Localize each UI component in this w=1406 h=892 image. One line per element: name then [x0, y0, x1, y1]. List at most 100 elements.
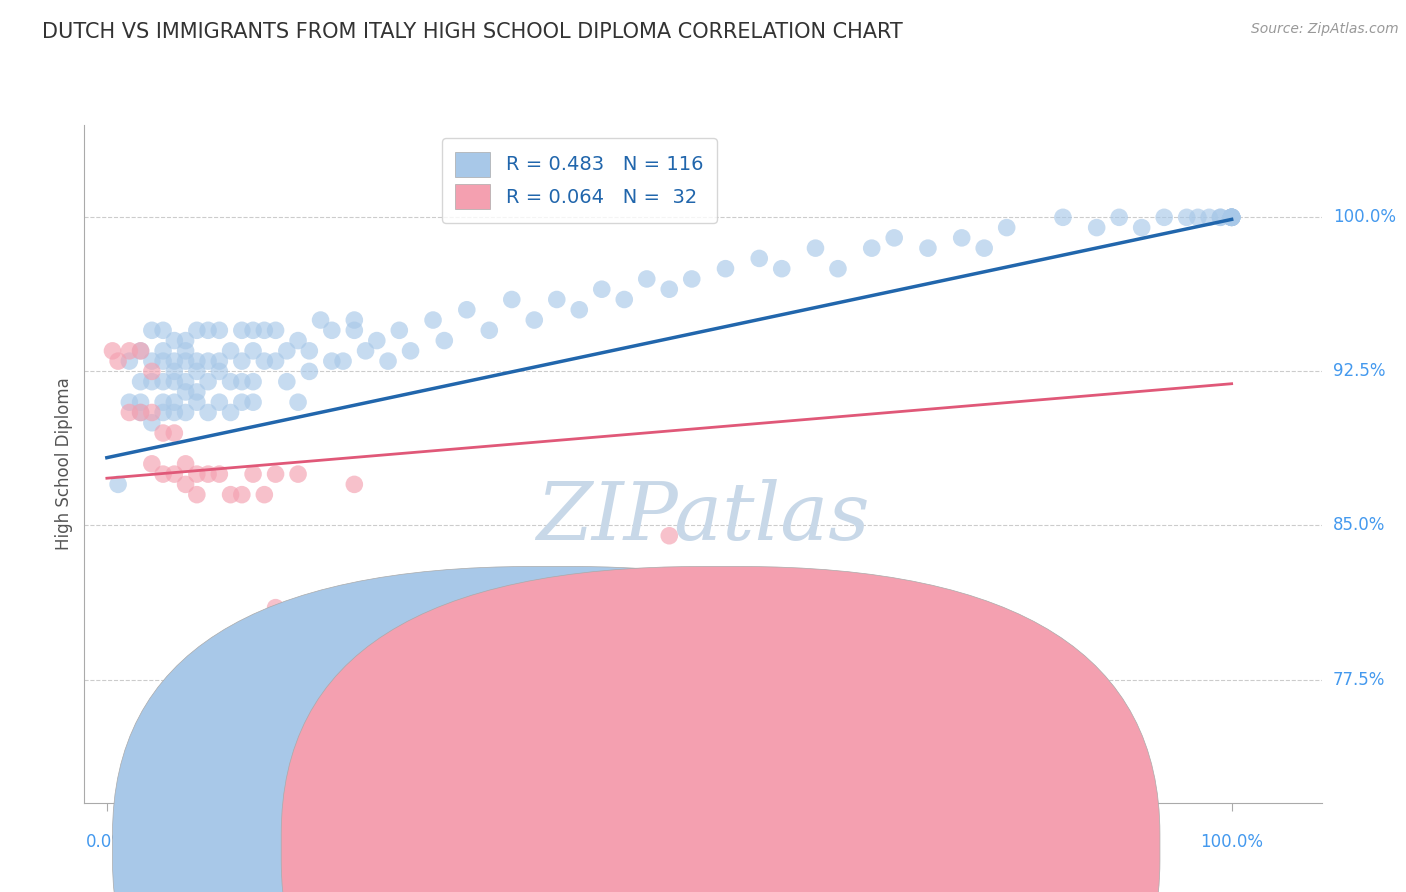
Point [343, 323, 366, 337]
Point [219, 343, 242, 358]
Point [219, 488, 242, 502]
Point [174, 457, 197, 471]
Point [231, 323, 253, 337]
Point [163, 467, 186, 482]
Point [197, 354, 219, 368]
Point [287, 467, 309, 482]
Text: 100.0%: 100.0% [1201, 833, 1263, 851]
Point [276, 343, 298, 358]
Point [321, 354, 343, 368]
Point [118, 395, 141, 409]
Point [804, 241, 827, 255]
Point [253, 488, 276, 502]
Point [186, 384, 208, 399]
Point [174, 334, 197, 348]
Point [1108, 211, 1130, 225]
Point [1209, 211, 1232, 225]
Point [141, 405, 163, 419]
Point [118, 343, 141, 358]
Point [141, 416, 163, 430]
Point [950, 231, 973, 245]
Point [264, 354, 287, 368]
Text: 85.0%: 85.0% [1333, 516, 1385, 534]
Point [152, 323, 174, 337]
Point [242, 323, 264, 337]
Point [748, 252, 770, 266]
Point [141, 323, 163, 337]
Point [219, 375, 242, 389]
Point [298, 343, 321, 358]
Point [186, 395, 208, 409]
Point [141, 364, 163, 378]
Point [163, 334, 186, 348]
Point [827, 261, 849, 276]
Point [231, 395, 253, 409]
Point [309, 313, 332, 327]
Point [388, 323, 411, 337]
Point [163, 375, 186, 389]
Point [568, 302, 591, 317]
Point [208, 364, 231, 378]
Point [163, 354, 186, 368]
Point [186, 488, 208, 502]
Point [1153, 211, 1175, 225]
Point [343, 477, 366, 491]
Point [253, 354, 276, 368]
Point [152, 425, 174, 440]
Point [478, 323, 501, 337]
Point [1220, 211, 1243, 225]
Point [681, 272, 703, 286]
Point [129, 405, 152, 419]
Point [1198, 211, 1220, 225]
Point [163, 395, 186, 409]
Point [186, 467, 208, 482]
Point [377, 354, 399, 368]
Point [208, 323, 231, 337]
Point [354, 343, 377, 358]
Point [1220, 211, 1243, 225]
Point [118, 354, 141, 368]
Point [1220, 211, 1243, 225]
Point [129, 375, 152, 389]
Point [129, 405, 152, 419]
Point [366, 334, 388, 348]
Point [197, 375, 219, 389]
Point [107, 354, 129, 368]
Point [1220, 211, 1243, 225]
Point [152, 375, 174, 389]
Point [917, 241, 939, 255]
Point [433, 334, 456, 348]
Point [332, 354, 354, 368]
Point [208, 395, 231, 409]
Point [658, 529, 681, 543]
Point [422, 313, 444, 327]
Point [860, 241, 883, 255]
Point [174, 354, 197, 368]
Point [242, 343, 264, 358]
Point [242, 467, 264, 482]
Point [231, 354, 253, 368]
Text: 0.0%: 0.0% [86, 833, 128, 851]
Point [1085, 220, 1108, 235]
Point [636, 272, 658, 286]
Point [343, 313, 366, 327]
Point [197, 467, 219, 482]
Point [242, 375, 264, 389]
Point [163, 405, 186, 419]
Point [276, 375, 298, 389]
Point [1209, 211, 1232, 225]
Point [1052, 211, 1074, 225]
Point [163, 364, 186, 378]
Point [197, 323, 219, 337]
Point [523, 313, 546, 327]
Point [208, 354, 231, 368]
Point [141, 457, 163, 471]
Point [152, 467, 174, 482]
Point [186, 354, 208, 368]
Text: 92.5%: 92.5% [1333, 362, 1385, 380]
Point [883, 231, 905, 245]
Point [1187, 211, 1209, 225]
Point [287, 334, 309, 348]
Point [287, 395, 309, 409]
Point [770, 261, 793, 276]
